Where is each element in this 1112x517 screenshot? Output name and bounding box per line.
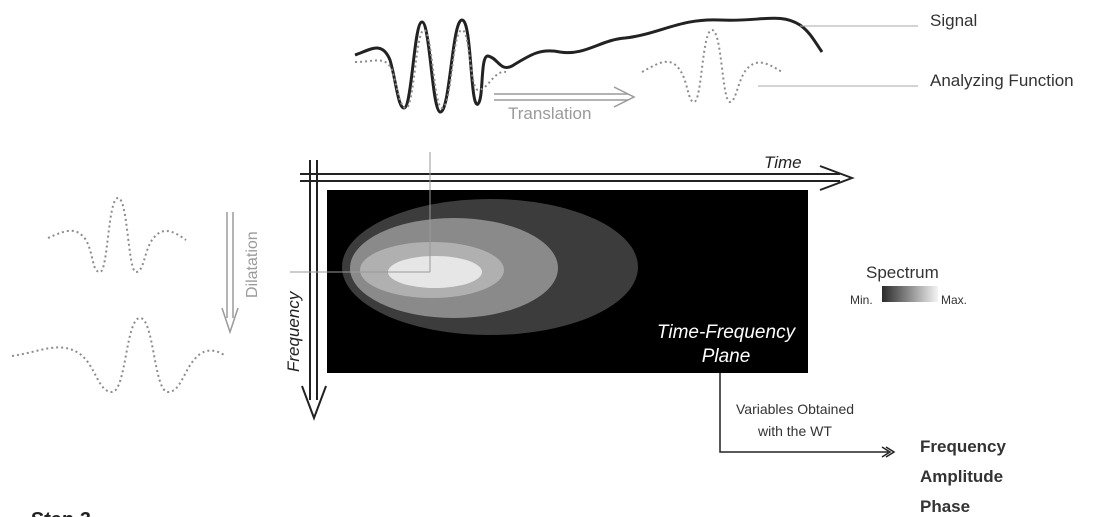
dilatation-arrow [221, 212, 239, 335]
output-connector [719, 373, 888, 453]
output-arrowhead-2 [885, 446, 896, 458]
analyzing-function-overlay [354, 28, 507, 110]
spectrum-max-label: Max. [941, 293, 967, 307]
signal-label: Signal [930, 11, 977, 30]
frequency-axis [301, 160, 327, 421]
output-arrowhead [881, 446, 892, 458]
spectrum-gradient-bar [882, 286, 938, 302]
plane-label-line1: Time-Frequency [657, 322, 797, 343]
time-axis [300, 165, 855, 191]
energy-core-ellipse [388, 256, 482, 288]
frequency-axis-label: Frequency [284, 290, 303, 372]
signal-curve [354, 16, 824, 114]
time-label: Time [764, 153, 802, 172]
output-phase: Phase [920, 497, 970, 516]
output-amplitude: Amplitude [920, 467, 1003, 486]
variables-label-line1: Variables Obtained [736, 401, 854, 417]
analyzing-function-label: Analyzing Function [930, 71, 1074, 90]
narrow-wavelet [47, 196, 187, 274]
spectrum-title: Spectrum [866, 263, 939, 282]
wide-wavelet [11, 316, 227, 394]
translation-arrow [494, 86, 636, 108]
output-frequency: Frequency [920, 437, 1007, 456]
translation-label: Translation [508, 104, 591, 123]
dilatation-label: Dilatation [244, 231, 261, 298]
variables-label-line2: with the WT [757, 423, 832, 439]
translated-wavelet [641, 28, 783, 104]
spectrum-min-label: Min. [850, 293, 873, 307]
plane-label-line2: Plane [702, 346, 751, 367]
partial-step-label: Step 2 [30, 509, 90, 517]
